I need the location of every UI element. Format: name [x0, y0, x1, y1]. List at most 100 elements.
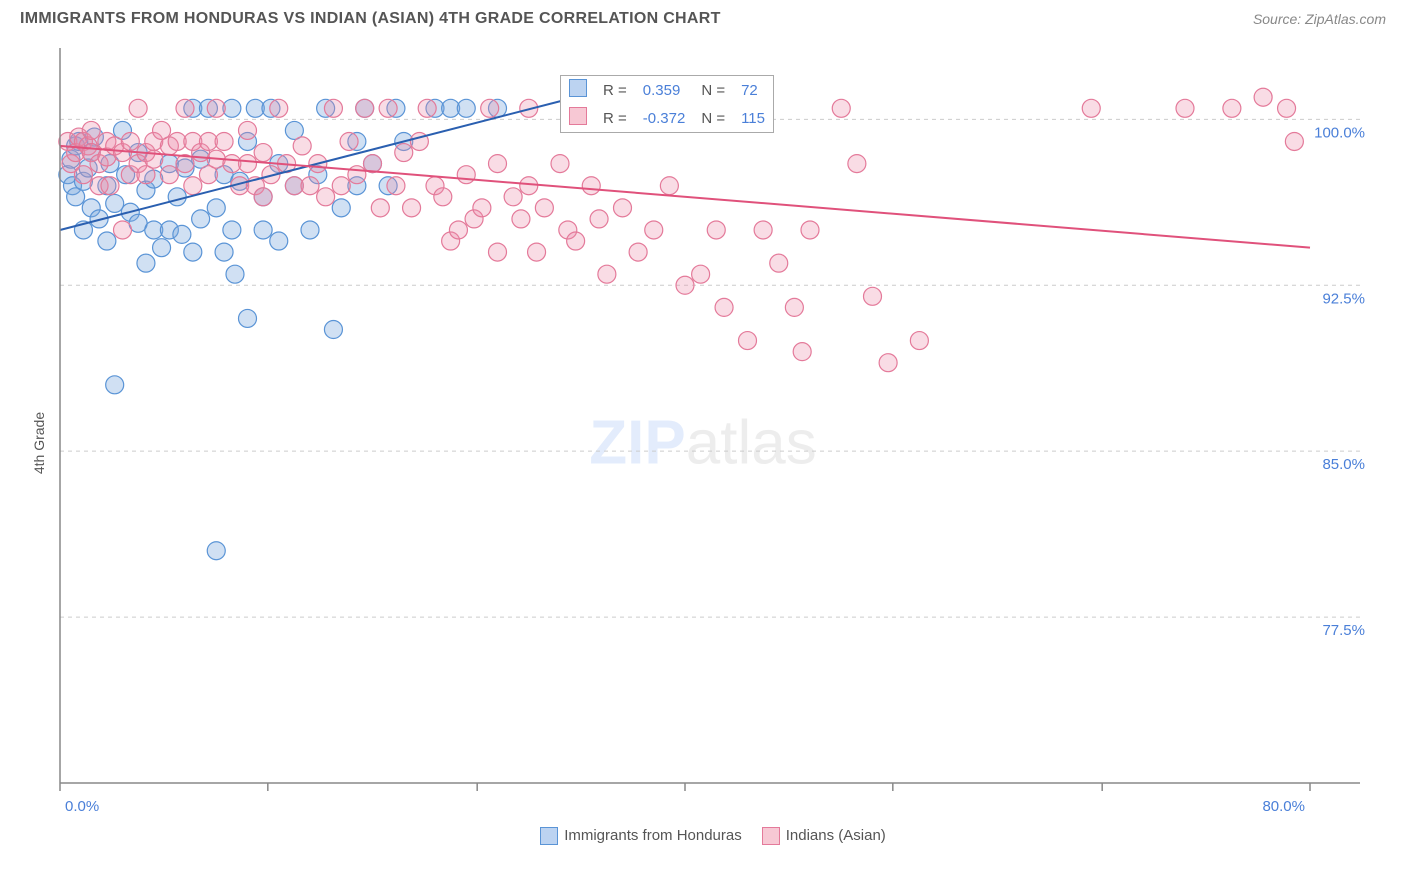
legend-swatch: [540, 827, 558, 845]
data-point: [173, 225, 191, 243]
data-point: [160, 166, 178, 184]
r-value: -0.372: [635, 104, 694, 132]
n-value: 115: [733, 104, 773, 132]
data-point: [101, 177, 119, 195]
data-point: [535, 199, 553, 217]
data-point: [114, 221, 132, 239]
data-point: [332, 199, 350, 217]
data-point: [82, 121, 100, 139]
legend-label: Indians (Asian): [786, 827, 886, 844]
data-point: [676, 276, 694, 294]
legend-swatch: [762, 827, 780, 845]
data-point: [332, 177, 350, 195]
data-point: [567, 232, 585, 250]
data-point: [434, 188, 452, 206]
data-point: [207, 99, 225, 117]
data-point: [168, 188, 186, 206]
data-point: [1254, 88, 1272, 106]
data-point: [481, 99, 499, 117]
data-point: [121, 132, 139, 150]
data-point: [184, 243, 202, 261]
data-point: [270, 99, 288, 117]
data-point: [528, 243, 546, 261]
svg-text:100.0%: 100.0%: [1314, 124, 1365, 141]
data-point: [207, 542, 225, 560]
data-point: [301, 177, 319, 195]
data-point: [598, 265, 616, 283]
legend-label: Immigrants from Honduras: [564, 827, 742, 844]
data-point: [785, 298, 803, 316]
data-point: [129, 99, 147, 117]
data-point: [457, 166, 475, 184]
data-point: [879, 354, 897, 372]
svg-text:80.0%: 80.0%: [1262, 798, 1305, 815]
scatter-plot-svg: 77.5%85.0%92.5%100.0%0.0%80.0%: [50, 43, 1380, 843]
data-point: [848, 155, 866, 173]
data-point: [582, 177, 600, 195]
legend-swatch: [569, 79, 587, 97]
data-point: [293, 137, 311, 155]
data-point: [739, 332, 757, 350]
data-point: [106, 194, 124, 212]
data-point: [489, 155, 507, 173]
data-point: [614, 199, 632, 217]
y-axis-label: 4th Grade: [31, 412, 47, 474]
data-point: [317, 188, 335, 206]
data-point: [457, 99, 475, 117]
data-point: [770, 254, 788, 272]
data-point: [449, 221, 467, 239]
data-point: [184, 177, 202, 195]
trend-line: [60, 146, 1310, 248]
data-point: [223, 221, 241, 239]
data-point: [1223, 99, 1241, 117]
data-point: [1278, 99, 1296, 117]
data-point: [239, 121, 257, 139]
data-point: [301, 221, 319, 239]
data-point: [226, 265, 244, 283]
data-point: [1082, 99, 1100, 117]
data-point: [590, 210, 608, 228]
data-point: [715, 298, 733, 316]
data-point: [137, 254, 155, 272]
data-point: [645, 221, 663, 239]
n-label: N =: [693, 104, 733, 132]
data-point: [254, 221, 272, 239]
svg-text:92.5%: 92.5%: [1322, 290, 1365, 307]
chart-title: IMMIGRANTS FROM HONDURAS VS INDIAN (ASIA…: [20, 10, 721, 28]
data-point: [324, 321, 342, 339]
correlation-legend: R =0.359N =72R =-0.372N =115: [560, 75, 774, 133]
r-value: 0.359: [635, 76, 694, 104]
source-attribution: Source: ZipAtlas.com: [1253, 11, 1386, 27]
data-point: [239, 309, 257, 327]
data-point: [754, 221, 772, 239]
data-point: [254, 144, 272, 162]
data-point: [660, 177, 678, 195]
data-point: [629, 243, 647, 261]
data-point: [207, 199, 225, 217]
data-point: [832, 99, 850, 117]
data-point: [489, 243, 507, 261]
data-point: [793, 343, 811, 361]
data-point: [98, 232, 116, 250]
data-point: [692, 265, 710, 283]
data-point: [270, 232, 288, 250]
data-point: [371, 199, 389, 217]
data-point: [176, 99, 194, 117]
svg-text:0.0%: 0.0%: [65, 798, 99, 815]
data-point: [395, 144, 413, 162]
data-point: [239, 155, 257, 173]
data-point: [1176, 99, 1194, 117]
data-point: [215, 132, 233, 150]
r-label: R =: [595, 76, 635, 104]
data-point: [504, 188, 522, 206]
data-point: [418, 99, 436, 117]
data-point: [387, 177, 405, 195]
data-point: [707, 221, 725, 239]
data-point: [348, 166, 366, 184]
data-point: [106, 376, 124, 394]
n-label: N =: [693, 76, 733, 104]
data-point: [215, 243, 233, 261]
data-point: [1285, 132, 1303, 150]
series-legend: Immigrants from Honduras Indians (Asian): [0, 827, 1406, 845]
svg-text:85.0%: 85.0%: [1322, 456, 1365, 473]
